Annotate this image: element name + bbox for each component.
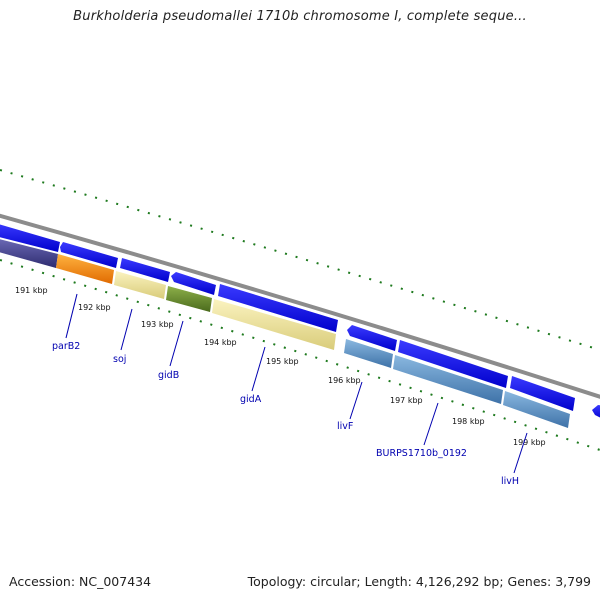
- cds-arrow: [510, 376, 575, 411]
- kbp-scale: 191 kbp 192 kbp 193 kbp 194 kbp 195 kbp …: [15, 286, 546, 447]
- gene-label-livf[interactable]: livF: [337, 421, 353, 432]
- gene-block-row: [0, 239, 570, 428]
- gene-block: [212, 299, 336, 350]
- gene-label-soj[interactable]: soj: [113, 354, 126, 365]
- gene-block: [393, 355, 503, 404]
- kbp-label: 197 kbp: [390, 396, 423, 405]
- kbp-label: 194 kbp: [204, 338, 237, 347]
- map-title: Burkholderia pseudomallei 1710b chromoso…: [73, 9, 527, 24]
- kbp-label: 195 kbp: [266, 357, 299, 366]
- kbp-label: 196 kbp: [328, 376, 361, 385]
- cds-arrow: [592, 405, 600, 418]
- kbp-label: 198 kbp: [452, 417, 485, 426]
- cds-arrow: [120, 258, 170, 282]
- gene-block: [56, 254, 114, 284]
- kbp-label: 191 kbp: [15, 286, 48, 295]
- chromosome-backbone: [0, 213, 600, 399]
- cds-arrow: [0, 224, 60, 252]
- gene-block: [166, 286, 212, 312]
- gene-block: [114, 271, 166, 299]
- gene-block: [344, 339, 393, 368]
- gene-label-parb2[interactable]: parB2: [52, 341, 80, 352]
- kbp-label: 193 kbp: [141, 320, 174, 329]
- gene-label-livh[interactable]: livH: [501, 476, 519, 487]
- genome-summary-text: Topology: circular; Length: 4,126,292 bp…: [247, 574, 591, 589]
- gene-block: [503, 391, 570, 428]
- accession-text: Accession: NC_007434: [9, 574, 152, 589]
- gene-label-gida[interactable]: gidA: [240, 394, 262, 405]
- cds-arrow: [347, 325, 397, 351]
- gene-label-burps1710b-0192[interactable]: BURPS1710b_0192: [376, 448, 467, 459]
- kbp-label: 192 kbp: [78, 303, 111, 312]
- cds-arrow: [60, 242, 118, 268]
- forward-cds-row: [0, 224, 600, 418]
- gene-labels: parB2 soj gidB gidA livF BURPS1710b_0192…: [52, 341, 519, 487]
- kbp-label: 199 kbp: [513, 438, 546, 447]
- cds-arrow: [218, 284, 338, 332]
- cds-arrow: [171, 272, 216, 295]
- gene-block: [0, 239, 58, 268]
- outer-tick-track: [0, 169, 600, 351]
- cds-arrow: [398, 340, 508, 388]
- gene-label-gidb[interactable]: gidB: [158, 370, 179, 381]
- inner-tick-track: [0, 259, 600, 451]
- gene-label-connectors: [65, 293, 528, 474]
